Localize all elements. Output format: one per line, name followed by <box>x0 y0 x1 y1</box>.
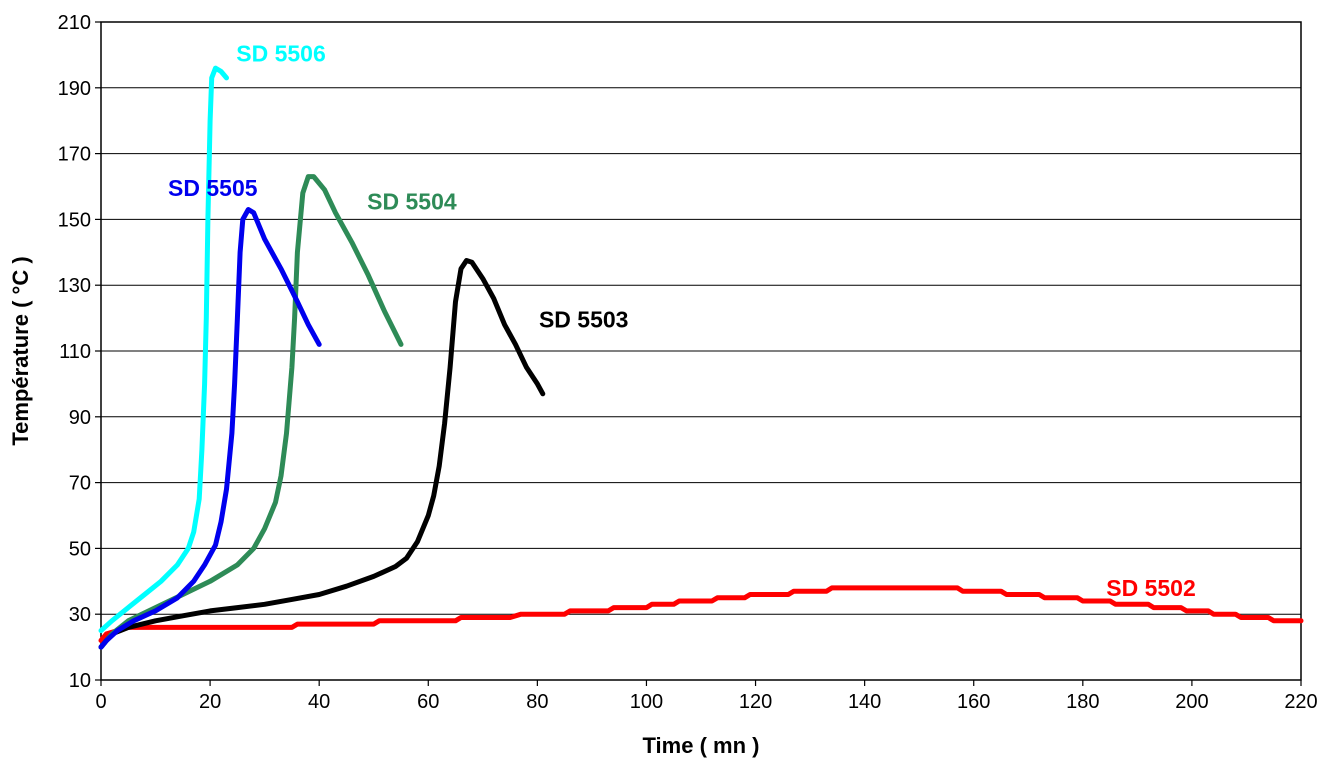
x-ticks: 0 20 40 60 80 100 120 140 160 180 200 220 <box>95 680 1318 713</box>
y-ticks: 10 30 50 70 90 110 130 150 170 190 210 <box>58 12 101 692</box>
x-tick-label: 140 <box>848 691 881 713</box>
x-tick-label: 160 <box>957 691 990 713</box>
series-label-sd-5504: SD 5504 <box>367 188 457 214</box>
x-tick-label: 80 <box>526 691 548 713</box>
x-tick-label: 120 <box>739 691 772 713</box>
grid-lines <box>101 87 1301 615</box>
series-line-sd-5505 <box>98 207 322 650</box>
y-tick-label: 90 <box>69 407 91 429</box>
y-tick-label: 150 <box>58 209 91 231</box>
x-tick-label: 40 <box>308 691 330 713</box>
series-line-sd-5504 <box>98 174 404 650</box>
y-tick-label: 110 <box>59 341 91 363</box>
x-tick-label: 20 <box>199 691 221 713</box>
series-label-sd-5506: SD 5506 <box>236 40 326 66</box>
y-axis-title: Température ( °C ) <box>8 256 33 445</box>
series-line-sd-5506 <box>98 65 229 634</box>
y-tick-label: 70 <box>69 473 91 495</box>
x-tick-label: 180 <box>1066 691 1099 713</box>
x-tick-label: 60 <box>417 691 439 713</box>
y-tick-label: 130 <box>58 275 91 297</box>
x-tick-label: 0 <box>95 691 106 713</box>
y-tick-label: 170 <box>58 144 91 166</box>
y-tick-label: 50 <box>69 538 91 560</box>
y-tick-label: 190 <box>58 78 91 100</box>
series-line-sd-5503 <box>98 258 546 650</box>
x-tick-label: 100 <box>630 691 663 713</box>
y-tick-label: 210 <box>58 12 91 34</box>
series-lines <box>98 65 1304 650</box>
series-labels: SD 5502 SD 5503 SD 5504 SD 5505 SD 5506 <box>168 40 1196 601</box>
y-tick-label: 30 <box>69 604 91 626</box>
y-tick-label: 10 <box>69 670 91 692</box>
series-line-sd-5502 <box>98 585 1304 643</box>
series-label-sd-5505: SD 5505 <box>168 175 258 201</box>
series-label-sd-5503: SD 5503 <box>539 307 629 333</box>
series-label-sd-5502: SD 5502 <box>1106 575 1196 601</box>
x-tick-label: 200 <box>1175 691 1208 713</box>
x-tick-label: 220 <box>1284 691 1317 713</box>
x-axis-title: Time ( mn ) <box>643 733 760 758</box>
